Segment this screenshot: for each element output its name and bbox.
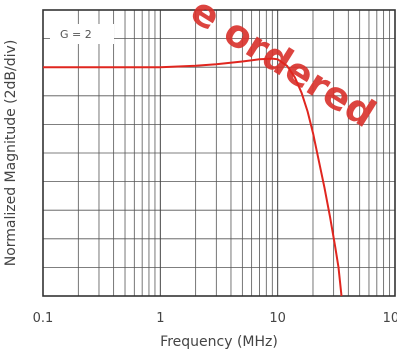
- x-tick-label: 0.1: [33, 311, 54, 326]
- x-tick-label: 100: [383, 311, 397, 326]
- frequency-response-line: [43, 57, 343, 297]
- plot-border: [42, 9, 396, 297]
- x-tick-label: 10: [269, 311, 286, 326]
- y-axis-label: Normalized Magnitude (2dB/div): [3, 40, 19, 267]
- gain-label: G = 2: [60, 28, 92, 41]
- gain-annotation: G = 2: [50, 24, 114, 44]
- x-axis-label: Frequency (MHz): [160, 334, 278, 350]
- x-tick-label: 1: [156, 311, 164, 326]
- x-tick-labels: 0.1 1 10 100: [33, 311, 397, 326]
